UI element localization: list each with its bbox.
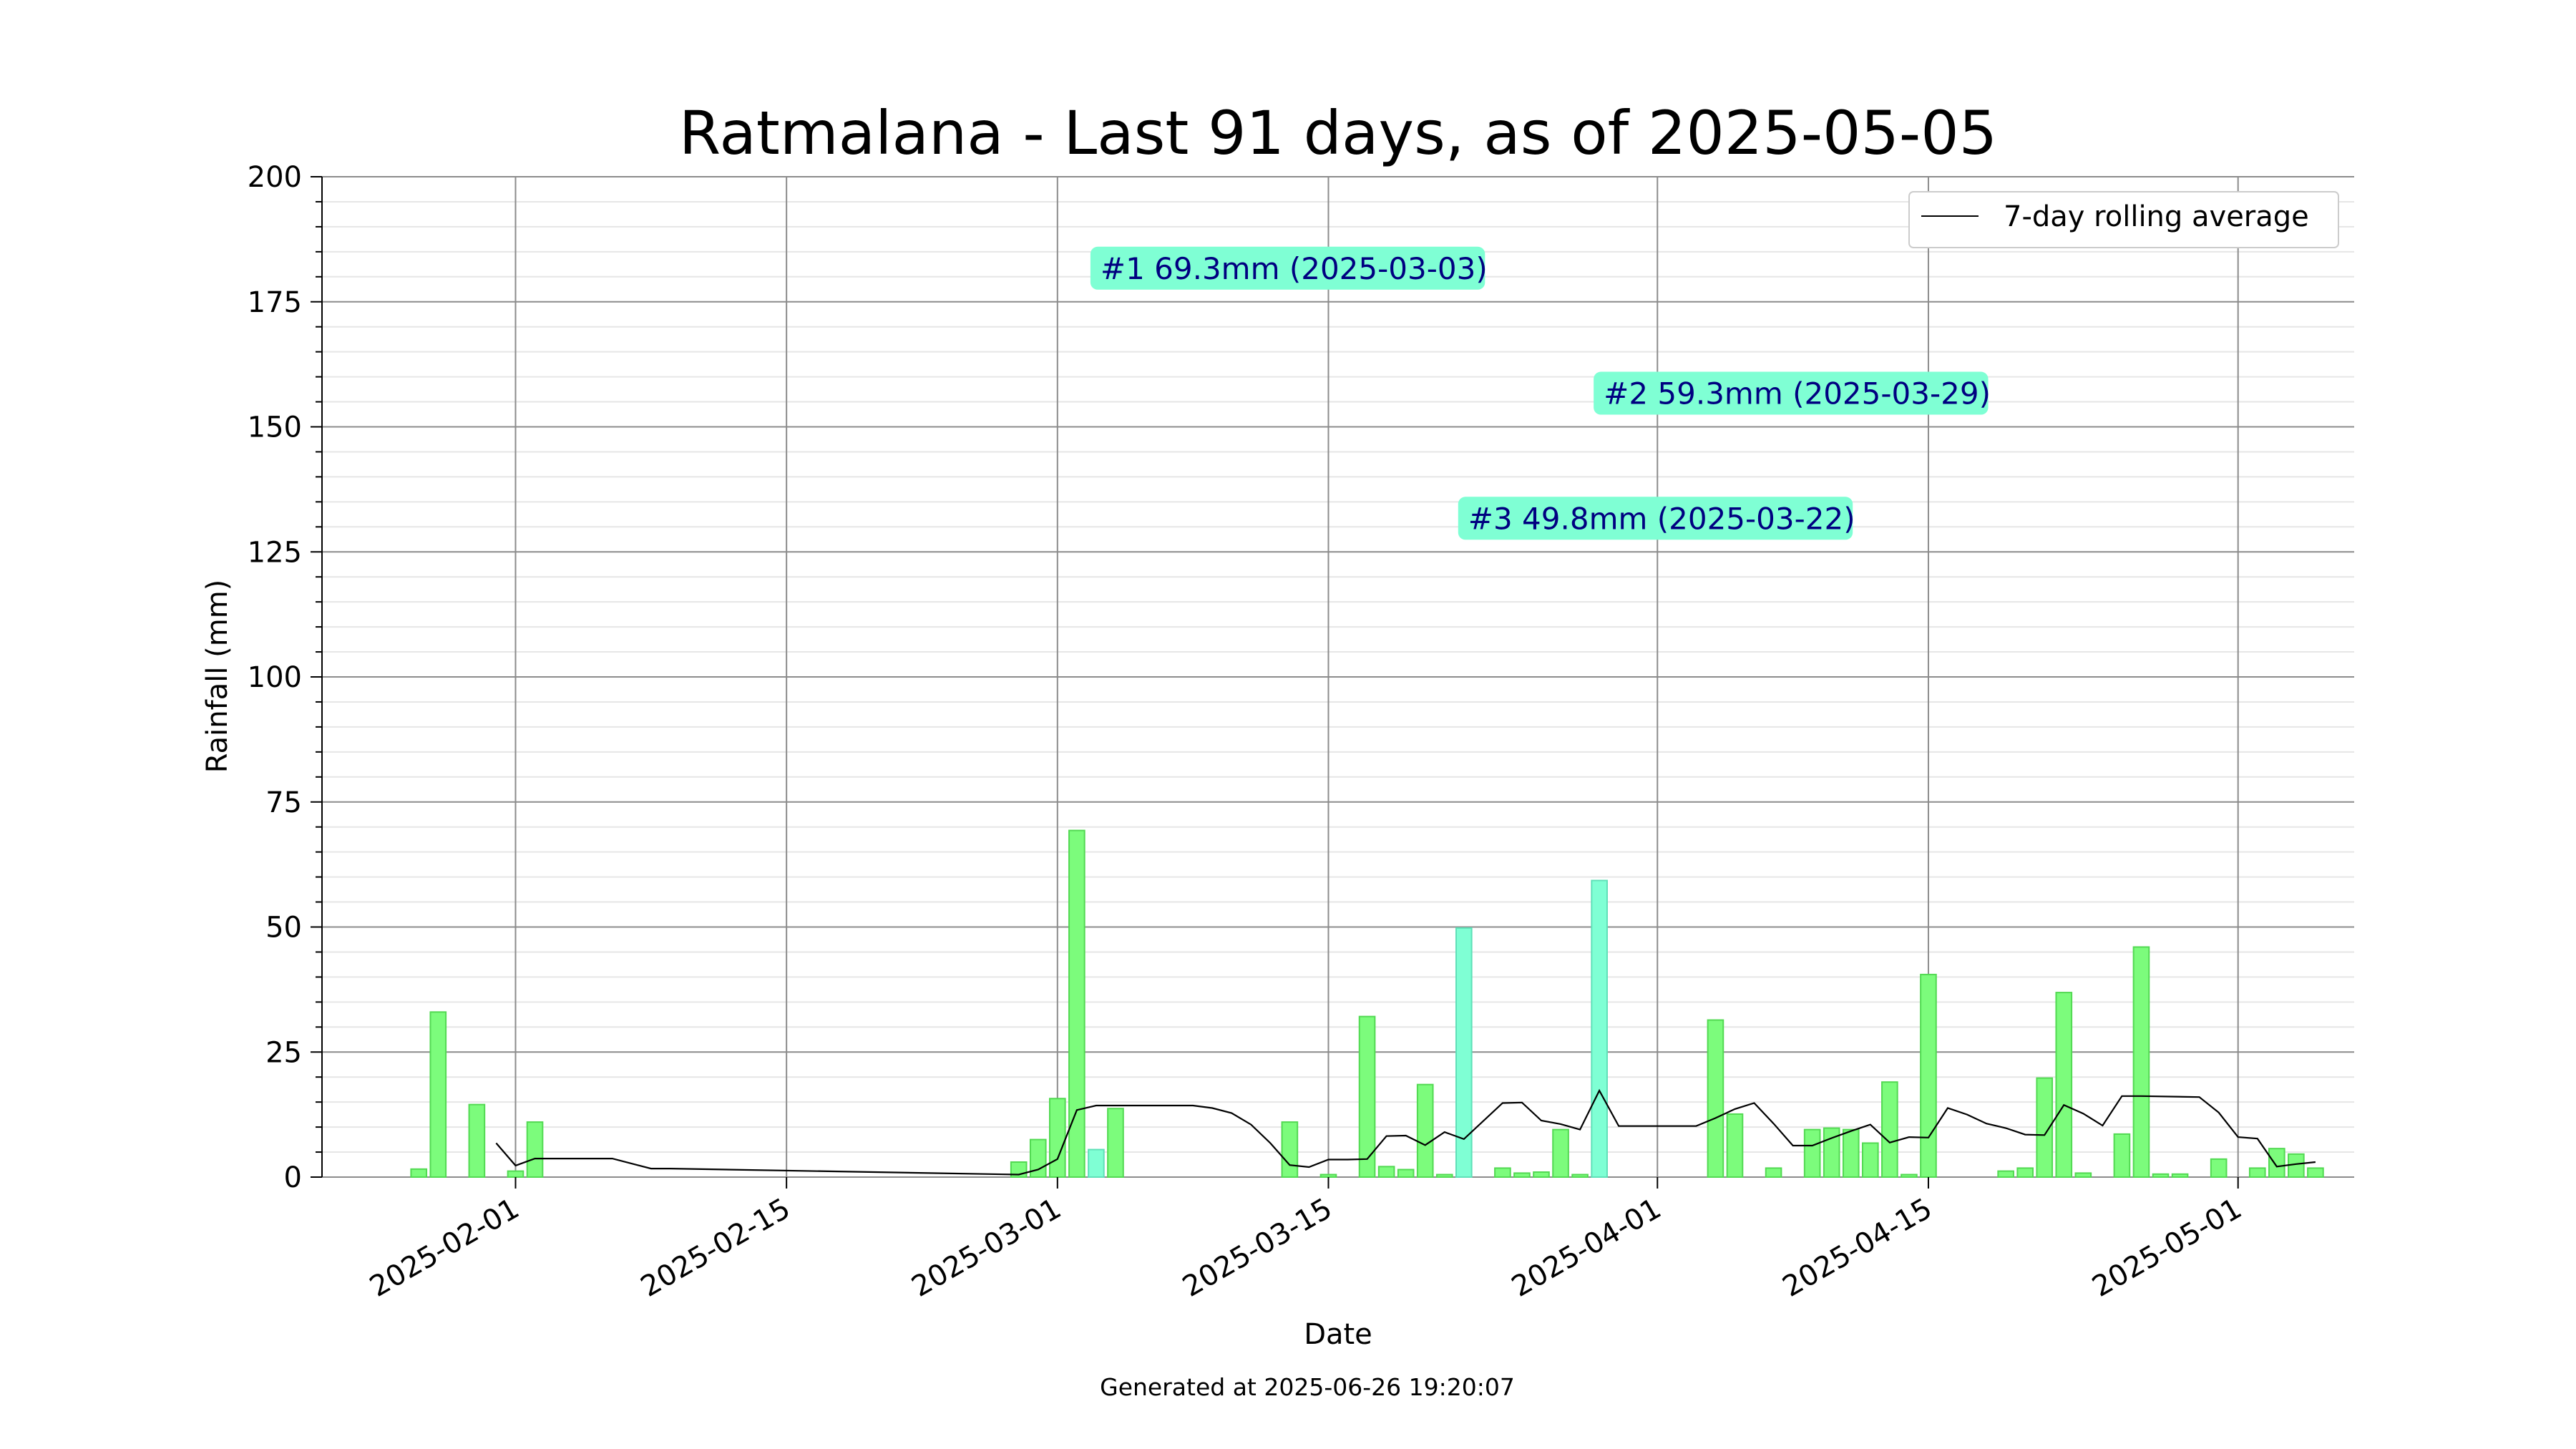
rainfall-bar [1552, 1128, 1569, 1178]
rainfall-bar [1358, 1015, 1376, 1178]
x-tick-label: 2025-03-01 [906, 1192, 1066, 1304]
x-tick-label: 2025-05-01 [2087, 1192, 2247, 1304]
rainfall-bar [1571, 1174, 1589, 1179]
x-axis-label: Date [1304, 1318, 1372, 1351]
rainfall-bar [2036, 1077, 2054, 1179]
rainfall-bar [2248, 1167, 2266, 1178]
rainfall-bar [2288, 1153, 2305, 1178]
legend: 7-day rolling average [1908, 191, 2339, 248]
rainfall-bar [1319, 1174, 1337, 1179]
rainfall-bar [1494, 1167, 1511, 1178]
rainfall-bar [2132, 946, 2150, 1178]
annotation-label: #1 69.3mm (2025-03-03) [1101, 251, 1488, 286]
rainfall-bar [1726, 1113, 1744, 1179]
rainfall-bar [468, 1103, 486, 1179]
rainfall-bar [1881, 1081, 1898, 1178]
rainfall-bar [1920, 973, 1937, 1179]
rainfall-bar [507, 1170, 525, 1179]
annotation-label: #2 59.3mm (2025-03-29) [1604, 376, 1991, 411]
annotation-label: #3 49.8mm (2025-03-22) [1468, 501, 1855, 536]
legend-box [1908, 191, 2339, 248]
y-tick-label: 75 [265, 786, 302, 819]
y-tick-label: 150 [248, 411, 302, 444]
x-tick-label: 2025-03-15 [1177, 1192, 1337, 1304]
rainfall-bar [2152, 1173, 2170, 1179]
rainfall-bar [2171, 1173, 2189, 1179]
x-tick-label: 2025-02-15 [635, 1192, 796, 1304]
rainfall-bar [410, 1168, 428, 1179]
rainfall-bar [429, 1011, 447, 1178]
rainfall-bar [1997, 1170, 2014, 1179]
rainfall-bar [2074, 1172, 2092, 1178]
x-tick-label: 2025-04-15 [1777, 1192, 1938, 1304]
rainfall-bar [1591, 879, 1608, 1179]
y-tick-label: 200 [248, 161, 302, 194]
axes: 0 25 50 75 100 125 150 175 200 2025-02-01 2025-02-… [248, 161, 2248, 1304]
rainfall-bar [2016, 1167, 2034, 1178]
rainfall-bar [1068, 829, 1085, 1179]
y-tick-label: 25 [265, 1036, 302, 1069]
rainfall-bar [2268, 1148, 2285, 1178]
rainfall-bar [1416, 1083, 1434, 1179]
rolling-average-line [495, 1088, 2316, 1176]
rainfall-bar [2055, 992, 2073, 1178]
rainfall-bar [1088, 1148, 1105, 1179]
annotations: #1 69.3mm (2025-03-03) #2 59.3mm (2025-03… [1090, 246, 1991, 540]
x-tick-label: 2025-04-01 [1506, 1192, 1667, 1304]
rainfall-bar [1513, 1172, 1531, 1178]
rainfall-bar [1842, 1128, 1860, 1178]
generated-footer: Generated at 2025-06-26 19:20:07 [1100, 1373, 1515, 1401]
legend-label: 7-day rolling average [2004, 200, 2309, 233]
rainfall-bar [2307, 1167, 2324, 1178]
grid [322, 176, 2354, 1178]
rainfall-bar [2113, 1133, 2131, 1178]
y-tick-label: 50 [265, 912, 302, 945]
y-tick-label: 125 [248, 536, 302, 569]
rainfall-bar [1107, 1108, 1124, 1179]
rainfall-bar [1048, 1098, 1066, 1178]
y-axis-label: Rainfall (mm) [201, 580, 234, 774]
rainfall-bar [1707, 1019, 1724, 1179]
y-tick-label: 100 [248, 661, 302, 694]
rainfall-bar [1435, 1174, 1453, 1179]
rainfall-bar [526, 1121, 544, 1178]
rainfall-bar [1281, 1121, 1299, 1178]
annotation-box [1594, 371, 1989, 415]
annotation-box [1458, 497, 1853, 540]
y-tick-label: 175 [248, 286, 302, 319]
annotation-box [1090, 246, 1485, 290]
rainfall-bar [1901, 1174, 1918, 1179]
rainfall-bar [1377, 1166, 1395, 1179]
rainfall-bar [1455, 927, 1473, 1178]
bars [410, 829, 2324, 1179]
x-tick-label: 2025-02-01 [364, 1192, 525, 1304]
rainfall-bar [1397, 1169, 1415, 1179]
rainfall-bar [1533, 1171, 1550, 1179]
y-tick-label: 0 [284, 1161, 302, 1194]
rainfall-bar [2210, 1158, 2228, 1179]
rainfall-bar [1861, 1142, 1879, 1179]
rainfall-bar [1765, 1167, 1782, 1178]
rolling-average-line-group [495, 1088, 2316, 1176]
rainfall-bar [1803, 1128, 1821, 1178]
chart-title: Ratmalana - Last 91 days, as of 2025-05-… [679, 98, 1997, 168]
